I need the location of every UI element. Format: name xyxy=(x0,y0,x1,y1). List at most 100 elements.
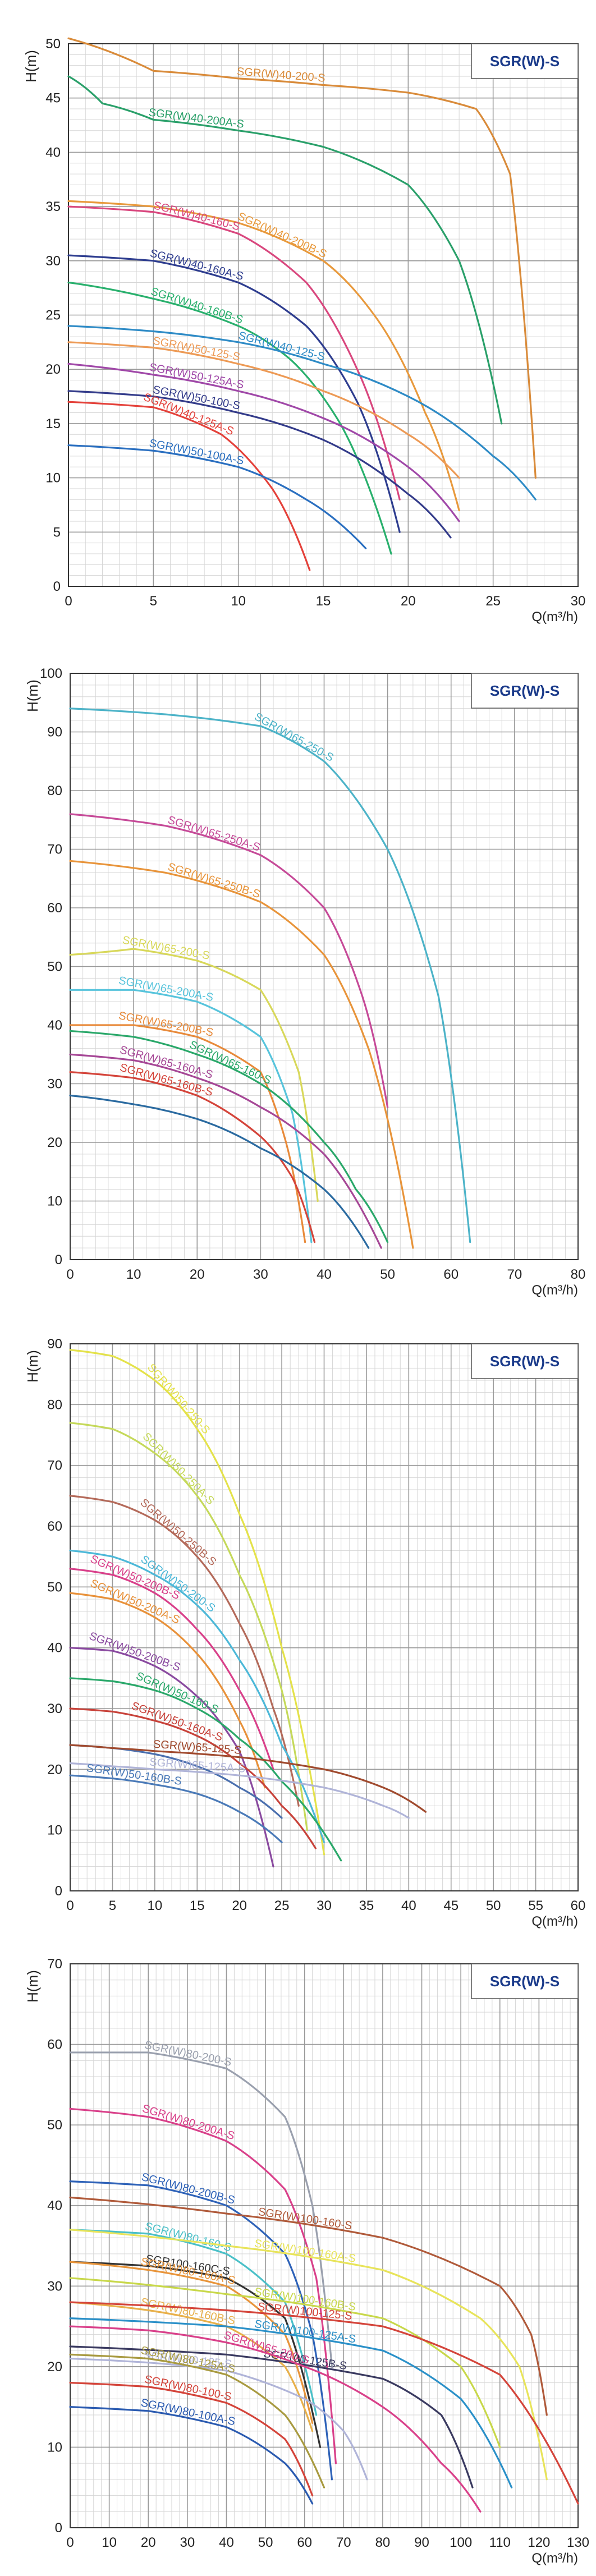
y-tick-label: 30 xyxy=(47,1701,62,1716)
y-tick-label: 80 xyxy=(47,783,62,798)
series-line-SGR(W)80-125A-S xyxy=(69,2353,325,2488)
series-line-SGR(W)50-160B-S xyxy=(69,1774,283,1843)
series-label: SGR(W)65-200B-S xyxy=(118,1009,214,1039)
chart-badge: SGR(W)-S xyxy=(490,53,560,70)
x-tick-label: 120 xyxy=(528,2535,550,2550)
y-tick-label: 30 xyxy=(45,254,61,269)
series-line-SGR(W)65-160-S xyxy=(69,1030,389,1243)
x-tick-label: 15 xyxy=(316,594,331,609)
series-line-SGR(W)100-160A-S xyxy=(69,2229,548,2481)
series-label: SGR(W)40-200A-S xyxy=(148,106,245,131)
series-line-SGR(W)65-200A-S xyxy=(69,989,313,1243)
series-line-SGR(W)80-160A-S xyxy=(69,2261,314,2424)
series-label: SGR(W)40-200B-S xyxy=(236,210,328,260)
y-tick-label: 10 xyxy=(45,471,61,486)
series-line-SGR(W)65-160A-S xyxy=(69,1053,382,1249)
series-line-SGR(W)65-125A-S xyxy=(69,1762,410,1819)
chart-badge-box xyxy=(471,43,579,79)
y-axis-label: H(m) xyxy=(22,50,39,82)
x-tick-label: 0 xyxy=(65,594,72,609)
x-axis-label: Q(m³/h) xyxy=(531,2551,578,2566)
x-tick-label: 90 xyxy=(414,2535,429,2550)
x-tick-label: 50 xyxy=(380,1267,395,1282)
series-line-SGR(W)100-160B-S xyxy=(69,2277,501,2449)
y-tick-label: 5 xyxy=(53,525,61,540)
series-line-SGR(W)65-200-S xyxy=(69,948,319,1202)
y-tick-label: 50 xyxy=(47,2118,62,2133)
x-tick-label: 130 xyxy=(567,2535,589,2550)
y-tick-label: 50 xyxy=(47,1579,62,1595)
y-axis-label: H(m) xyxy=(24,679,41,712)
chart-badge-box xyxy=(471,1343,579,1379)
series-line-SGR(W)100-125-S xyxy=(69,2301,579,2505)
y-axis-label: H(m) xyxy=(24,1970,41,2003)
x-tick-label: 40 xyxy=(219,2535,234,2550)
plot-frame xyxy=(68,43,579,587)
y-tick-label: 10 xyxy=(47,1194,62,1209)
series-line-SGR(W)40-160B-S xyxy=(67,281,392,555)
x-tick-label: 20 xyxy=(401,594,416,609)
y-axis-label: H(m) xyxy=(24,1350,41,1383)
y-tick-label: 40 xyxy=(47,1018,62,1033)
y-tick-label: 40 xyxy=(47,1641,62,1656)
x-tick-label: 70 xyxy=(507,1267,522,1282)
x-tick-label: 45 xyxy=(443,1898,459,1913)
x-tick-label: 5 xyxy=(150,594,157,609)
y-tick-label: 25 xyxy=(45,308,61,323)
plot-frame xyxy=(70,1343,579,1891)
chart-badge-box xyxy=(471,673,579,709)
y-tick-label: 50 xyxy=(45,36,61,52)
series-line-SGR(W)65-250A-S xyxy=(69,813,389,1108)
series-label: SGR(W)100-160-S xyxy=(257,2206,352,2233)
series-label: SGR(W)80-200B-S xyxy=(140,2171,236,2207)
x-tick-label: 70 xyxy=(336,2535,351,2550)
series-line-SGR(W)80-100-S xyxy=(69,2381,314,2497)
x-axis-label: Q(m³/h) xyxy=(531,1914,578,1929)
x-tick-label: 30 xyxy=(317,1898,332,1913)
x-tick-label: 10 xyxy=(147,1898,162,1913)
chart-badge: SGR(W)-S xyxy=(490,1353,560,1370)
series-line-unnamed xyxy=(69,1094,370,1249)
y-tick-label: 60 xyxy=(47,1519,62,1534)
x-tick-label: 30 xyxy=(571,594,586,609)
x-tick-label: 0 xyxy=(66,1267,74,1282)
x-tick-label: 10 xyxy=(102,2535,117,2550)
x-tick-label: 55 xyxy=(528,1898,543,1913)
x-tick-label: 35 xyxy=(359,1898,374,1913)
x-tick-label: 80 xyxy=(571,1267,586,1282)
series-line-SGR(W)80-100A-S xyxy=(69,2406,314,2505)
y-tick-label: 45 xyxy=(45,91,61,106)
y-tick-label: 20 xyxy=(47,1762,62,1777)
series-label: SGR(W)65-250A-S xyxy=(166,814,262,853)
chart-badge-box xyxy=(471,1963,579,1999)
series-line-SGR(W)50-200B-S xyxy=(69,1568,274,1770)
x-tick-label: 30 xyxy=(180,2535,195,2550)
series-line-SGR(W)65-125-S xyxy=(69,1744,427,1813)
series-line-SGR(W)40-200A-S xyxy=(67,75,503,425)
series-line-SGR100-125B-S xyxy=(69,2345,474,2488)
series-line-SGR(W)80-125-S xyxy=(69,2357,368,2481)
series-line-SGR(W)65-200B-S xyxy=(69,1024,306,1243)
series-line-SGR(W)40-200-S xyxy=(67,37,537,479)
series-line-SGR(W)50-100-S xyxy=(67,390,452,539)
series-line-SGR(W)50-125-S xyxy=(67,341,460,479)
x-tick-label: 60 xyxy=(297,2535,312,2550)
x-tick-label: 0 xyxy=(66,2535,74,2550)
series-label: SGR(W)50-125-S xyxy=(152,334,241,363)
x-tick-label: 15 xyxy=(190,1898,205,1913)
x-tick-label: 60 xyxy=(443,1267,459,1282)
y-tick-label: 90 xyxy=(47,1337,62,1352)
plot-frame xyxy=(70,1963,579,2528)
series-line-SGR(W)65-160B-S xyxy=(69,1071,316,1243)
y-tick-label: 70 xyxy=(47,1458,62,1473)
x-axis-label: Q(m³/h) xyxy=(531,1283,578,1298)
y-tick-label: 20 xyxy=(47,1135,62,1150)
x-tick-label: 100 xyxy=(450,2535,472,2550)
y-tick-label: 20 xyxy=(47,2359,62,2375)
y-tick-label: 60 xyxy=(47,2037,62,2052)
series-line-SGR(W)50-250-S xyxy=(69,1349,325,1856)
series-line-SGR(W)65-250-S xyxy=(69,708,471,1243)
y-tick-label: 30 xyxy=(47,2279,62,2294)
y-tick-label: 10 xyxy=(47,1823,62,1838)
